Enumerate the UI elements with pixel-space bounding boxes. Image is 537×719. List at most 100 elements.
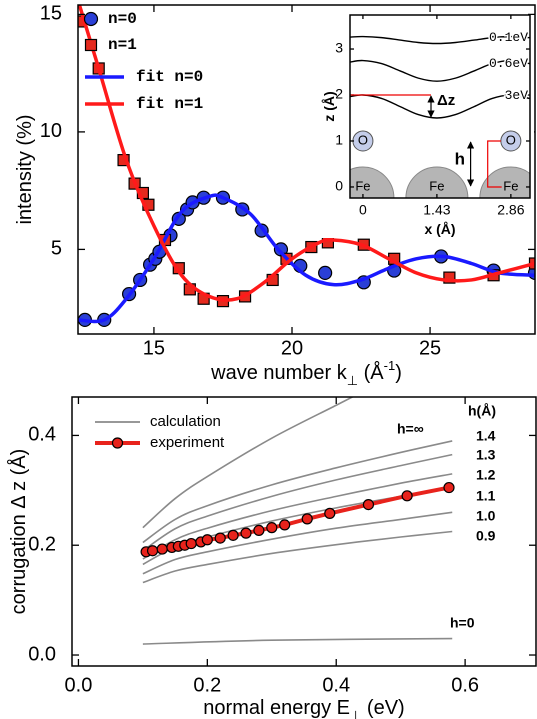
curve-label: 1.3 — [476, 447, 496, 463]
x-axis-title-part: ⊥ — [350, 708, 361, 719]
legend-label: fit n=1 — [136, 95, 203, 113]
o-label: O — [358, 132, 368, 147]
y-tick-label: 0 — [335, 178, 343, 194]
series-line — [142, 440, 453, 544]
y-axis-title-part: corrugation Δ z (Å) — [7, 449, 30, 615]
x-tick-label: 0.4 — [322, 674, 350, 696]
x-tick-label: 2.86 — [497, 202, 524, 218]
y-axis-title: intensity (%) — [14, 114, 36, 224]
legend-swatch — [84, 38, 98, 52]
series-line — [142, 530, 453, 584]
legend-label: experiment — [150, 434, 225, 451]
plot-area — [78, 5, 535, 327]
y-tick-label: 2 — [335, 86, 343, 102]
x-tick-label: 25 — [419, 337, 441, 359]
plot-frame — [349, 14, 531, 199]
x-tick-label: 0 — [359, 202, 367, 218]
series-line — [78, 5, 535, 302]
legend-label: n=0 — [108, 10, 137, 28]
y-axis-title-part: intensity (%) — [14, 114, 36, 224]
curve-label: h=∞ — [397, 421, 424, 437]
y-axis-title: z (Å) — [321, 91, 337, 121]
series-line — [350, 35, 530, 45]
series-line — [350, 94, 530, 119]
x-tick-label: 0.6 — [451, 674, 479, 696]
y-tick-label: 15 — [40, 3, 62, 25]
marker — [214, 532, 226, 544]
y-tick-label: 3 — [335, 40, 343, 56]
curve-label: 3eV — [505, 88, 529, 103]
curve-label: 1.2 — [476, 467, 496, 483]
inset-background — [320, 15, 534, 238]
marker — [324, 507, 336, 519]
x-axis-title-part: (eV) — [361, 697, 404, 719]
marker — [227, 529, 239, 541]
x-axis-title-part: wave number k — [210, 362, 348, 384]
marker — [240, 527, 252, 539]
x-axis-title: normal energy E⊥ (eV) — [203, 697, 404, 719]
y-axis-title-part: z (Å) — [321, 91, 337, 121]
legend-swatch — [83, 11, 99, 27]
plot-frame — [77, 4, 536, 335]
dz-label: Δz — [437, 92, 455, 109]
x-axis-title-part: (Å — [358, 361, 384, 384]
fe-label: Fe — [503, 178, 518, 193]
h-reference — [487, 140, 502, 188]
curve-label: h=0 — [450, 615, 475, 631]
series-line — [142, 473, 453, 560]
series-line — [142, 511, 453, 575]
x-tick-label: 0.2 — [193, 674, 221, 696]
curve-label: 0.9 — [476, 528, 496, 544]
fe-atom — [350, 166, 395, 198]
legend-label: fit n=0 — [136, 68, 203, 86]
panel: Fe Fe Fe O O 0 1.43 2.86 0 1 2 3 x (Å) z (Å) Δz h 0.1eV 0… — [320, 14, 534, 238]
marker — [401, 490, 413, 502]
x-tick-label: 15 — [143, 337, 165, 359]
fe-label: Fe — [355, 178, 370, 193]
x-axis-title-part: ⊥ — [347, 373, 358, 388]
curve-label: 1.4 — [476, 428, 496, 444]
y-tick-label: 0.0 — [28, 643, 56, 665]
curve-label: 1.1 — [476, 488, 496, 504]
series-line — [142, 637, 453, 645]
plot-area — [140, 397, 455, 645]
x-axis-title-part: -1 — [384, 358, 396, 373]
fe-atom — [405, 166, 469, 198]
plot-area: Fe Fe Fe O O — [350, 35, 530, 198]
x-axis-title: wave number k⊥ (Å-1) — [210, 358, 402, 388]
marker — [279, 519, 291, 531]
curve-label: 0.1eV — [489, 30, 528, 45]
x-axis-title: x (Å) — [424, 221, 455, 237]
marker — [266, 522, 278, 534]
series-line — [350, 59, 530, 82]
y-tick-label: 0.2 — [28, 534, 56, 556]
marker — [301, 513, 313, 525]
x-tick-label: 20 — [281, 337, 303, 359]
series-line — [78, 193, 535, 324]
x-axis-title-part: ) — [395, 362, 402, 384]
h-header: h(Å) — [468, 403, 496, 419]
series-line — [142, 397, 355, 529]
marker — [443, 271, 456, 284]
marker — [443, 481, 455, 494]
y-tick-label: 1 — [335, 132, 343, 148]
legend-label: calculation — [150, 413, 221, 430]
y-tick-label: 5 — [51, 238, 62, 260]
x-tick-label: 0.0 — [65, 674, 93, 696]
fe-atom — [479, 166, 530, 198]
y-tick-label: 10 — [40, 120, 62, 142]
h-label: h — [455, 149, 465, 168]
marker — [185, 537, 197, 550]
curve-label: 1.0 — [476, 508, 496, 524]
decorations: Fe Fe Fe O O — [350, 130, 530, 198]
legend-label: n=1 — [108, 36, 137, 54]
marker — [253, 524, 265, 537]
marker — [156, 543, 168, 555]
marker — [318, 265, 333, 280]
y-tick-label: 0.4 — [28, 424, 56, 446]
legend-swatch — [111, 437, 124, 449]
